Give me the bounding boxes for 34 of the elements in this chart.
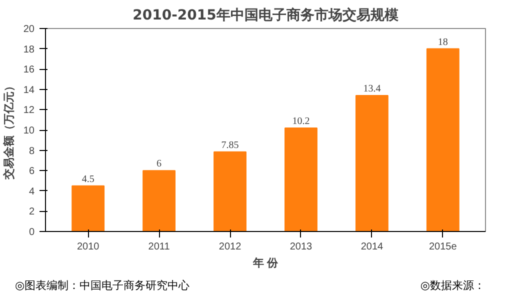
data-label: 13.4 bbox=[363, 83, 381, 94]
y-tick-label: 12 bbox=[23, 105, 35, 116]
text: ◎图表编制：中国电子商务研究中心 bbox=[15, 278, 190, 294]
data-label: 7.85 bbox=[221, 140, 239, 151]
bar bbox=[284, 127, 318, 232]
y-tick-label: 20 bbox=[23, 24, 35, 35]
y-axis-title: 交易金额（万亿元） bbox=[2, 80, 16, 180]
bar bbox=[142, 170, 176, 232]
data-label: 18 bbox=[438, 36, 448, 48]
bar bbox=[355, 94, 388, 232]
y-tick-label: 16 bbox=[23, 64, 35, 76]
y-tick-label: 8 bbox=[28, 146, 35, 157]
bar bbox=[214, 151, 246, 232]
y-tick-label: 4 bbox=[28, 186, 35, 198]
x-tick-label: 2011 bbox=[148, 242, 170, 252]
y-tick-label: 18 bbox=[23, 44, 35, 56]
y-tick-label: 10 bbox=[23, 126, 35, 136]
x-tick-label: 2015e bbox=[429, 242, 458, 252]
x-tick-label: 2010 bbox=[76, 242, 100, 252]
x-axis-title: 年 份 bbox=[252, 256, 280, 270]
data-label: 6 bbox=[156, 158, 162, 170]
bar bbox=[426, 48, 460, 232]
x-tick-label: 2014 bbox=[360, 242, 384, 252]
y-tick-label: 14 bbox=[23, 84, 35, 96]
x-tick-label: 2012 bbox=[218, 242, 242, 252]
y-tick-label: 6 bbox=[28, 166, 35, 178]
data-label: 10.2 bbox=[292, 116, 310, 127]
bar bbox=[72, 185, 105, 232]
y-tick-label: 2 bbox=[28, 206, 35, 218]
text: ◎数据来源： bbox=[420, 278, 485, 294]
data-label: 4.5 bbox=[82, 174, 94, 185]
chart-title: 2010-2015年中国电子商务市场交易规模 bbox=[132, 6, 400, 24]
x-tick-label: 2013 bbox=[290, 242, 313, 252]
y-tick-label: 0 bbox=[28, 227, 35, 238]
